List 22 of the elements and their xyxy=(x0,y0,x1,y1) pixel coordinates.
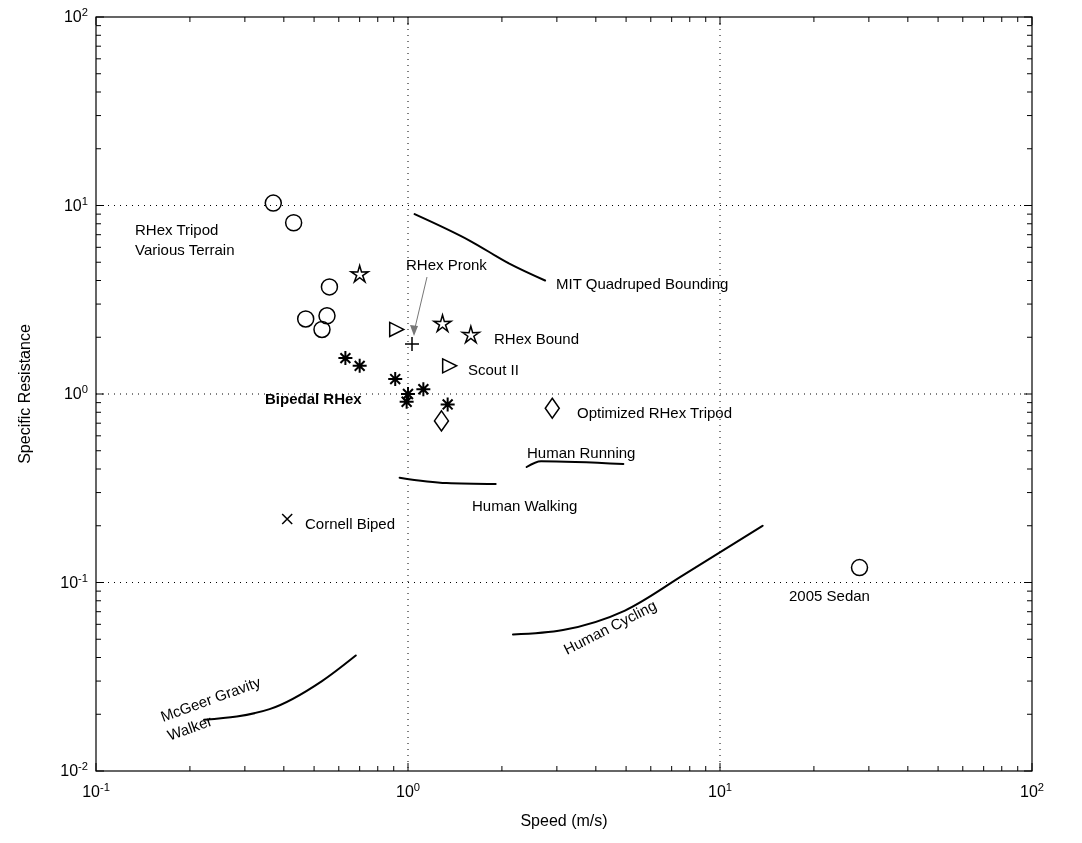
annotation: RHex Tripod Various Terrain xyxy=(135,221,235,258)
x-tick-label: 10$^{1}$ xyxy=(707,781,733,800)
annotation: Cornell Biped xyxy=(305,515,396,532)
x-tick-label: 10$^{2}$ xyxy=(1019,781,1045,800)
y-tick-label: 10$^{-2}$ xyxy=(60,760,88,779)
annotation: RHex Bound xyxy=(494,330,580,347)
annotation: RHex Pronk xyxy=(406,256,488,273)
y-tick-label: 10$^{1}$ xyxy=(63,194,88,214)
annotation: Optimized RHex Tripod xyxy=(577,404,733,421)
annotation: Scout II xyxy=(468,361,519,378)
annotation: 2005 Sedan xyxy=(789,587,870,604)
x-axis-title: Speed (m/s) xyxy=(520,812,608,829)
x-tick-label: 10$^{-1}$ xyxy=(82,781,110,800)
x-tick-label: 10$^{0}$ xyxy=(395,781,421,800)
y-axis-title: Specific Resistance xyxy=(16,324,33,464)
y-tick-label: 10$^{-1}$ xyxy=(60,571,88,591)
annotation: MIT Quadruped Bounding xyxy=(556,275,729,292)
annotation: Bipedal RHex xyxy=(265,390,363,407)
annotation: Human Walking xyxy=(472,497,578,514)
y-tick-label: 10$^{2}$ xyxy=(63,6,88,25)
annotation: Human Running xyxy=(527,444,636,461)
y-tick-label: 10$^{0}$ xyxy=(63,383,88,402)
